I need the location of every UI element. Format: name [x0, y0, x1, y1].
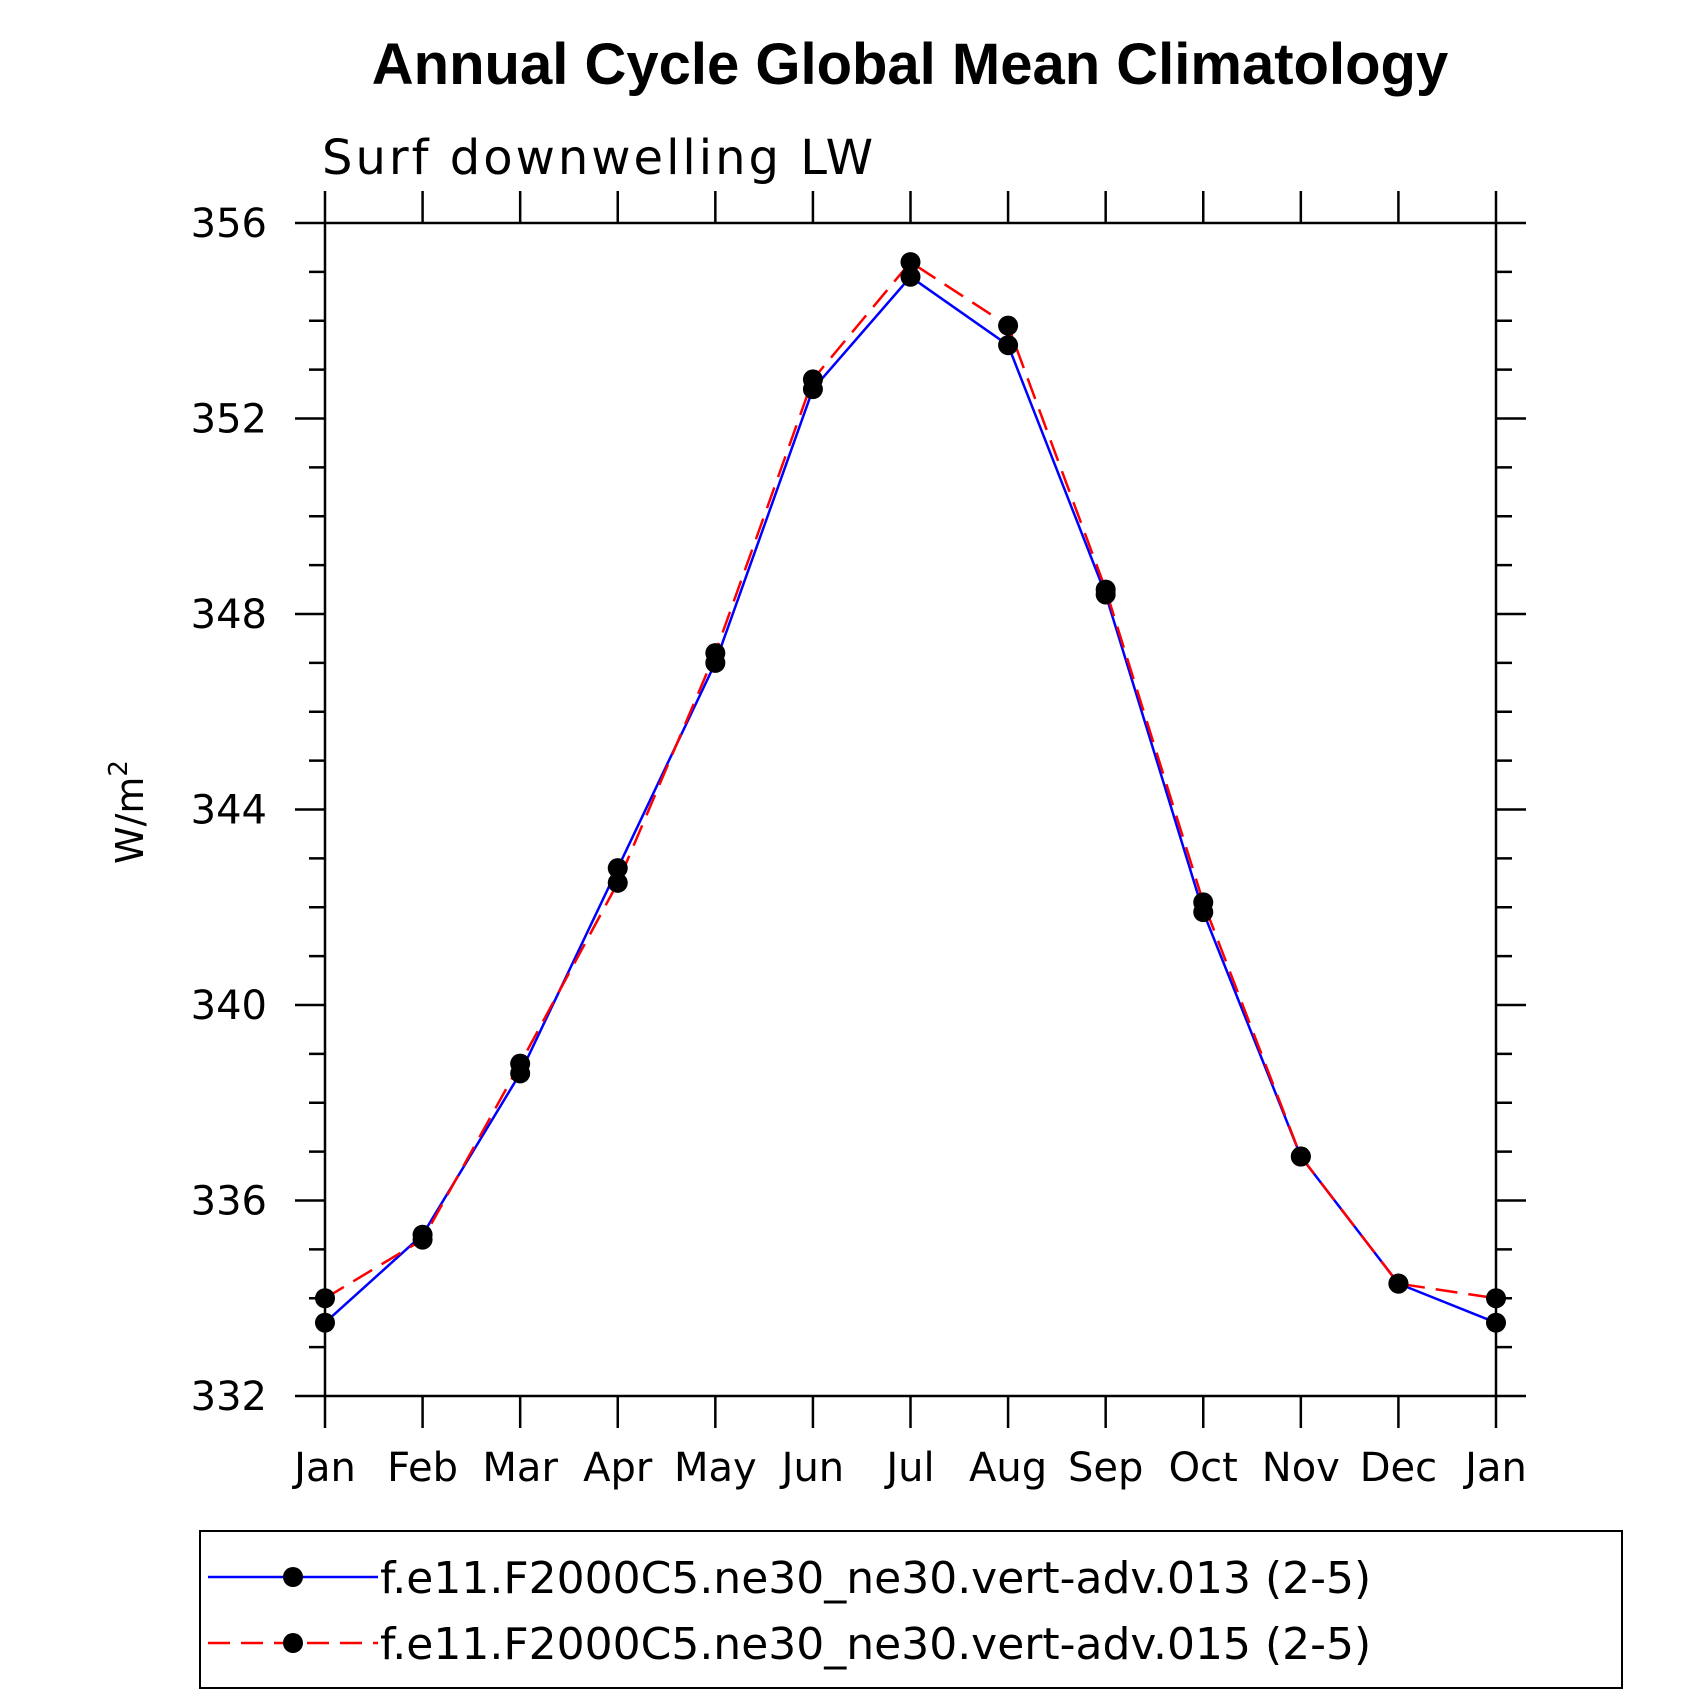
series-layer [315, 252, 1506, 1333]
x-tick-label: Dec [1360, 1445, 1437, 1491]
series-line-1 [324, 275, 1497, 1324]
x-tick-label: Mar [482, 1445, 558, 1491]
data-point-series-2 [1095, 579, 1116, 600]
y-tick-label: 336 [191, 1179, 267, 1225]
data-point-series-1 [315, 1312, 335, 1333]
x-tick-label: Nov [1262, 1445, 1340, 1491]
data-point-series-1 [607, 858, 628, 879]
data-point-series-1 [1486, 1312, 1506, 1333]
chart-title: Annual Cycle Global Mean Climatology [372, 32, 1448, 97]
legend-label-2: f.e11.F2000C5.ne30_ne30.vert-adv.015 (2-… [380, 1619, 1371, 1670]
y-tick-label: 352 [191, 397, 267, 443]
plot-area-frame [323, 221, 1498, 1398]
data-point-series-2 [1193, 892, 1214, 913]
y-axis-label-text: W/m [108, 777, 152, 864]
data-point-series-2 [1290, 1146, 1311, 1167]
data-point-series-2 [802, 369, 823, 390]
data-point-series-2 [315, 1288, 335, 1309]
legend-label-1: f.e11.F2000C5.ne30_ne30.vert-adv.013 (2-… [380, 1553, 1371, 1604]
data-point-series-1 [900, 266, 921, 287]
data-point-series-2 [412, 1229, 433, 1250]
x-tick-label: Feb [387, 1445, 458, 1491]
x-axis-ticks: Jan Feb Mar Apr May Jun Jul Aug Sep Oct Nov Dec Jan [291, 191, 1527, 1491]
legend-items: f.e11.F2000C5.ne30_ne30.vert-adv.013 (2-… [208, 1553, 1371, 1670]
series-line-2 [324, 260, 1497, 1300]
y-tick-label: 356 [191, 201, 267, 247]
x-tick-label: Oct [1169, 1445, 1238, 1491]
y-tick-label: 340 [191, 983, 267, 1029]
y-axis-ticks: 332 336 340 344 348 352 356 [191, 201, 1526, 1420]
x-tick-label: Jan [1462, 1445, 1527, 1491]
legend-marker-1 [283, 1567, 303, 1587]
data-point-series-1 [998, 335, 1019, 356]
data-point-series-2 [998, 315, 1019, 336]
legend: f.e11.F2000C5.ne30_ne30.vert-adv.013 (2-… [199, 1530, 1623, 1689]
x-tick-label: May [674, 1445, 757, 1491]
data-point-series-2 [510, 1053, 531, 1074]
x-tick-label: Sep [1068, 1445, 1143, 1491]
y-axis-label-superscript: 2 [104, 760, 134, 777]
y-axis-label: W/m2 [104, 760, 152, 864]
y-tick-label: 348 [191, 592, 267, 638]
data-point-series-2 [1388, 1273, 1409, 1294]
y-tick-label: 332 [191, 1374, 267, 1420]
x-tick-label: Jan [291, 1445, 356, 1491]
chart-subtitle: Surf downwelling LW [322, 130, 876, 186]
x-tick-label: Apr [583, 1445, 653, 1491]
legend-box [199, 1530, 1623, 1689]
data-point-series-2 [900, 252, 921, 273]
data-point-series-2 [607, 872, 628, 893]
y-tick-label: 344 [191, 788, 267, 834]
x-tick-label: Jun [779, 1445, 845, 1491]
legend-marker-2 [283, 1633, 303, 1653]
x-tick-label: Jul [883, 1445, 934, 1491]
data-point-series-2 [705, 643, 726, 664]
data-point-series-2 [1486, 1288, 1506, 1309]
x-tick-label: Aug [969, 1445, 1047, 1491]
